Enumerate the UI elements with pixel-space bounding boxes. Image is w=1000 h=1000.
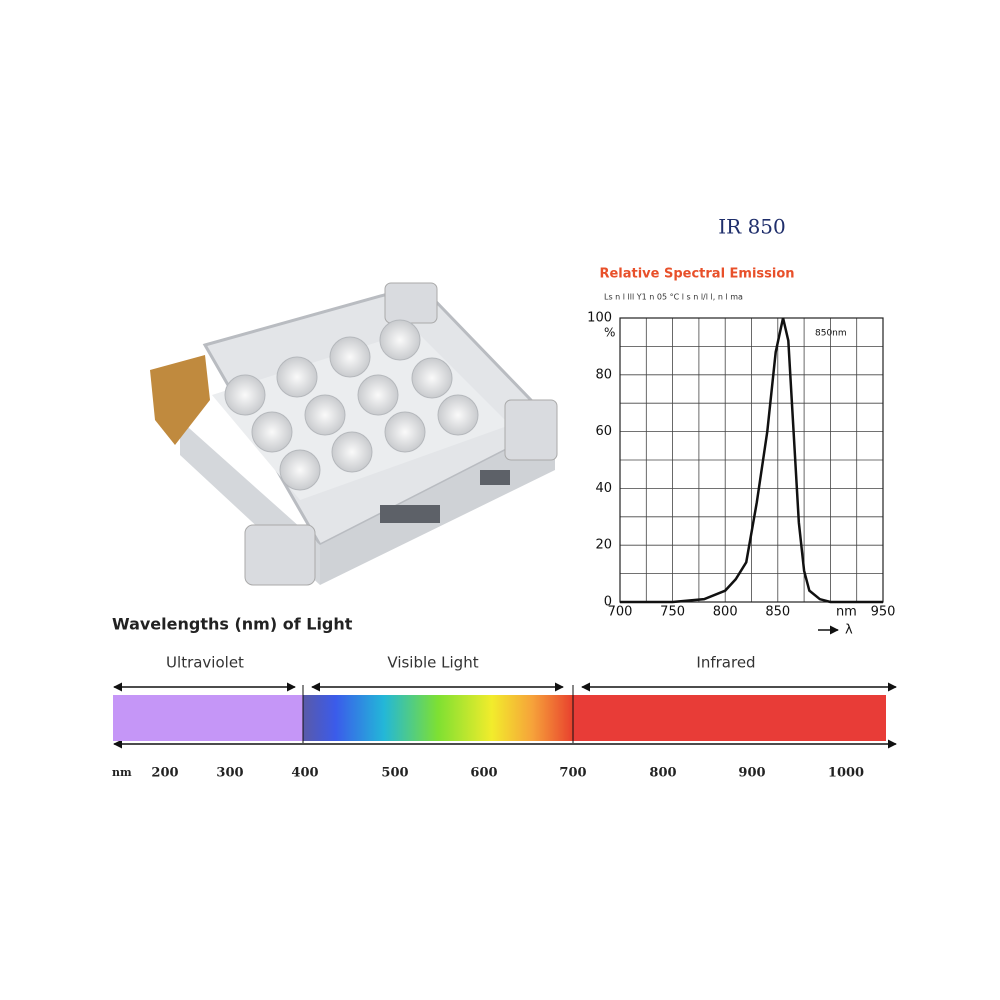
chart-title: Relative Spectral Emission bbox=[599, 267, 794, 282]
spectrum-tick-label: 300 bbox=[216, 766, 243, 781]
y-tick-label: 0 bbox=[604, 595, 612, 610]
y-tick-label: 60 bbox=[595, 424, 612, 439]
spectrum-tick-label: 400 bbox=[291, 766, 318, 781]
spectrum-tick-label: 600 bbox=[470, 766, 497, 781]
uv-band bbox=[113, 695, 303, 741]
chart-subtitle: Ls n l lll Y1 n 05 °C l s n l/l l, n l m… bbox=[604, 293, 743, 302]
spectrum-title: Wavelengths (nm) of Light bbox=[112, 615, 353, 634]
series-line bbox=[620, 317, 883, 604]
y-axis-label: % bbox=[604, 326, 615, 340]
region-label: Ultraviolet bbox=[166, 654, 244, 672]
x-tick-label: 750 bbox=[660, 605, 685, 620]
product-title: IR 850 bbox=[718, 215, 786, 239]
spectrum-tick-label: 1000 bbox=[828, 766, 864, 781]
x-tick-label: 850 bbox=[765, 605, 790, 620]
x-axis-label: λ bbox=[845, 623, 853, 638]
spectrum-unit: nm bbox=[112, 766, 132, 779]
spectrum-tick-label: 200 bbox=[151, 766, 178, 781]
y-tick-label: 100 bbox=[587, 311, 612, 326]
spectrum-tick-label: 700 bbox=[559, 766, 586, 781]
region-label: Infrared bbox=[696, 654, 755, 672]
region-arrows bbox=[113, 682, 897, 749]
x-tick-label: 800 bbox=[713, 605, 738, 620]
product-image bbox=[150, 282, 558, 586]
ir-band bbox=[573, 695, 886, 741]
x-tick-label: 700 bbox=[608, 605, 633, 620]
x-tick-label: nm bbox=[836, 605, 857, 620]
spectrum-tick-label: 800 bbox=[649, 766, 676, 781]
region-label: Visible Light bbox=[387, 654, 478, 672]
y-tick-label: 20 bbox=[595, 538, 612, 553]
x-tick-label: 950 bbox=[871, 605, 896, 620]
spectrum-tick-label: 500 bbox=[381, 766, 408, 781]
y-tick-label: 80 bbox=[595, 367, 612, 382]
plot-frame bbox=[619, 317, 884, 603]
visible-band bbox=[303, 695, 573, 741]
y-tick-label: 40 bbox=[595, 481, 612, 496]
spectrum-tick-label: 900 bbox=[738, 766, 765, 781]
peak-annotation: 850nm bbox=[815, 329, 847, 339]
